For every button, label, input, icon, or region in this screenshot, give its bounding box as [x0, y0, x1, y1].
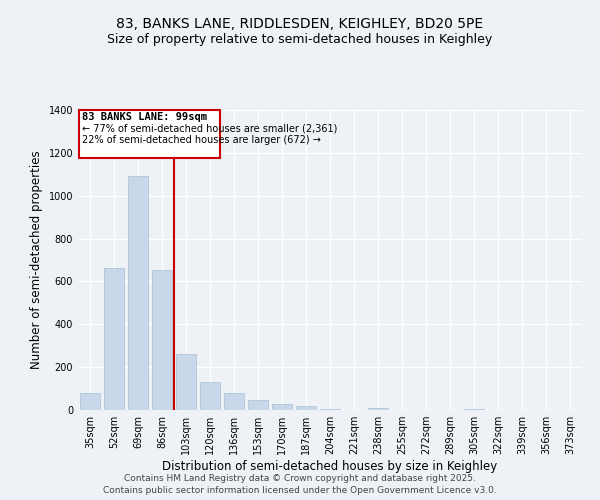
Bar [176, 354, 196, 410]
Text: Contains HM Land Registry data © Crown copyright and database right 2025.
Contai: Contains HM Land Registry data © Crown c… [103, 474, 497, 495]
Bar [200, 382, 220, 410]
Text: 83, BANKS LANE, RIDDLESDEN, KEIGHLEY, BD20 5PE: 83, BANKS LANE, RIDDLESDEN, KEIGHLEY, BD… [116, 18, 484, 32]
Text: ← 77% of semi-detached houses are smaller (2,361): ← 77% of semi-detached houses are smalle… [82, 124, 337, 134]
Y-axis label: Number of semi-detached properties: Number of semi-detached properties [30, 150, 43, 370]
Bar [80, 393, 100, 410]
FancyBboxPatch shape [79, 110, 220, 158]
Bar [224, 393, 244, 410]
Text: 83 BANKS LANE: 99sqm: 83 BANKS LANE: 99sqm [82, 112, 206, 122]
Text: 22% of semi-detached houses are larger (672) →: 22% of semi-detached houses are larger (… [82, 134, 320, 144]
Bar [296, 406, 316, 410]
Bar [368, 408, 388, 410]
Bar [152, 270, 172, 410]
Bar [248, 400, 268, 410]
X-axis label: Distribution of semi-detached houses by size in Keighley: Distribution of semi-detached houses by … [163, 460, 497, 473]
Bar [128, 176, 148, 410]
Text: Size of property relative to semi-detached houses in Keighley: Size of property relative to semi-detach… [107, 32, 493, 46]
Bar [272, 404, 292, 410]
Bar [464, 409, 484, 410]
Bar [104, 268, 124, 410]
Bar [320, 409, 340, 410]
